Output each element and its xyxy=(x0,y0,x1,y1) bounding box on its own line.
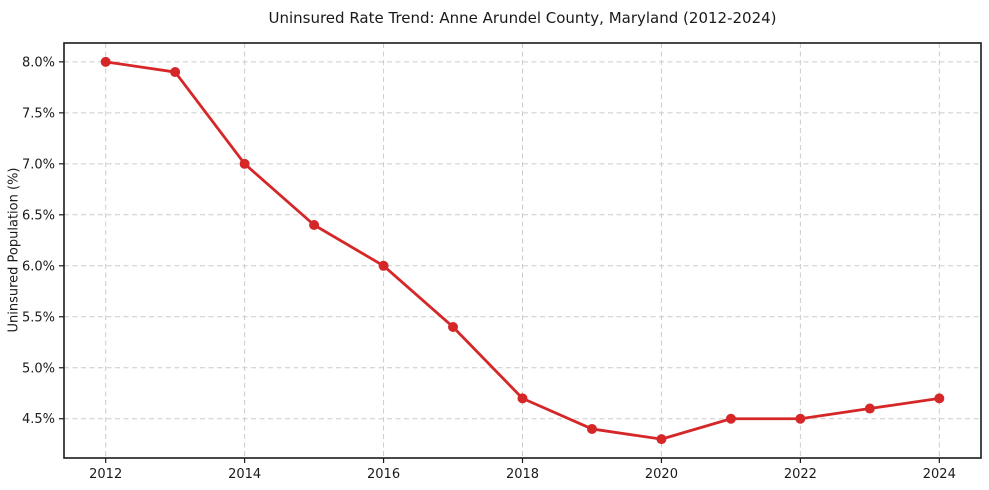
data-point xyxy=(309,220,320,231)
x-tick-label: 2018 xyxy=(506,467,539,482)
data-point xyxy=(656,434,667,445)
data-point xyxy=(100,56,111,67)
data-point xyxy=(795,413,806,424)
y-tick-label: 5.5% xyxy=(22,310,55,325)
y-tick-label: 7.5% xyxy=(22,106,55,121)
x-tick-label: 2020 xyxy=(645,467,678,482)
data-point xyxy=(725,413,736,424)
data-point xyxy=(170,67,181,78)
y-tick-label: 4.5% xyxy=(22,412,55,427)
x-tick-label: 2016 xyxy=(367,467,400,482)
x-tick-label: 2012 xyxy=(89,467,122,482)
x-tick-label: 2022 xyxy=(784,467,817,482)
data-point xyxy=(448,321,459,332)
data-point xyxy=(517,393,528,404)
y-tick-label: 8.0% xyxy=(22,55,55,70)
data-point xyxy=(864,403,875,414)
x-tick-label: 2014 xyxy=(228,467,261,482)
y-tick-label: 5.0% xyxy=(22,361,55,376)
y-tick-label: 6.0% xyxy=(22,259,55,274)
x-tick-label: 2024 xyxy=(923,467,956,482)
data-point xyxy=(239,158,250,169)
data-point xyxy=(586,423,597,434)
y-tick-label: 7.0% xyxy=(22,157,55,172)
data-point xyxy=(378,260,389,271)
chart-title: Uninsured Rate Trend: Anne Arundel Count… xyxy=(268,9,777,27)
data-point xyxy=(934,393,945,404)
y-tick-label: 6.5% xyxy=(22,208,55,223)
